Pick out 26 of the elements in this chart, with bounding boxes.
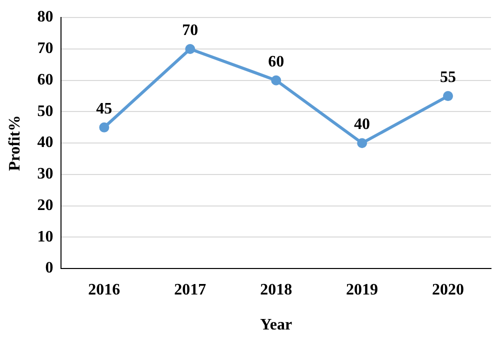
y-tick-label: 80 bbox=[37, 8, 54, 26]
y-tick-label: 10 bbox=[37, 228, 54, 246]
y-tick-label: 20 bbox=[37, 196, 54, 214]
data-label: 70 bbox=[182, 22, 198, 40]
y-tick-label: 0 bbox=[45, 260, 54, 277]
x-tick-label: 2020 bbox=[432, 281, 464, 298]
y-tick-label: 40 bbox=[37, 134, 54, 152]
x-tick-label: 2018 bbox=[260, 281, 292, 298]
point bbox=[357, 138, 368, 148]
x-tick-label: 2016 bbox=[88, 281, 120, 298]
x-tick-label: 2017 bbox=[174, 281, 206, 298]
y-tick-label: 30 bbox=[37, 166, 54, 183]
point bbox=[443, 91, 454, 102]
x-axis-title: Year bbox=[260, 316, 292, 334]
y-tick-label: 60 bbox=[37, 71, 54, 88]
y-axis-title: Profit% bbox=[6, 115, 24, 171]
data-label: 45 bbox=[96, 100, 112, 118]
x-tick-label: 2019 bbox=[346, 281, 378, 298]
point bbox=[185, 44, 196, 54]
y-tick-label: 70 bbox=[37, 40, 54, 58]
data-label: 55 bbox=[440, 69, 456, 86]
point bbox=[271, 75, 282, 86]
data-label: 40 bbox=[354, 116, 370, 134]
point bbox=[99, 122, 110, 132]
y-tick-label: 50 bbox=[37, 102, 54, 120]
data-label: 60 bbox=[268, 53, 284, 70]
